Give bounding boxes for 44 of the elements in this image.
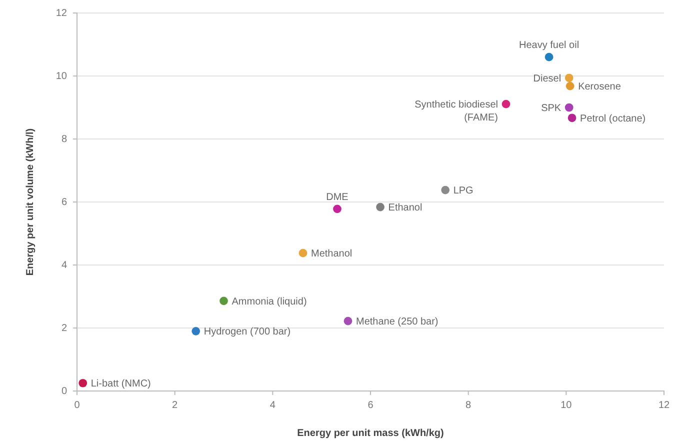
series-label: Methane (250 bar) [356,316,438,328]
x-tick-label: 10 [560,400,572,412]
point [298,248,308,258]
y-tick-label: 2 [61,323,68,334]
y-axis-title: Energy per unit volume (kWh/l) [25,128,36,276]
y-tick-label: 10 [56,71,68,82]
series-label: Methanol [310,248,352,260]
series-label: Petrol (octane) [580,113,646,124]
series-label: Ethanol [388,202,422,214]
series-label: Synthetic biodiesel (FAME) [414,100,498,124]
point [568,114,576,122]
series-label: Kerosene [578,82,622,93]
point [566,82,574,90]
x-tick-label: 0 [74,400,80,412]
x-tick-label: 4 [270,400,276,412]
series-label: DME [326,192,349,203]
point [502,100,510,108]
point [564,103,574,112]
series-label: Li-batt (NMC) [90,378,151,390]
point [344,316,352,326]
point [564,74,574,82]
series-label: LPG [453,186,474,197]
x-tick-label: 12 [658,400,670,412]
point [78,378,88,388]
point [192,326,200,336]
y-tick-label: 12 [56,8,68,20]
x-tick-label: 8 [466,400,472,412]
y-tick-label: 8 [61,134,68,146]
series-label: Heavy fuel oil [519,40,580,52]
series-label: Diesel [533,73,562,84]
series-label: Hydrogen (700 bar) [204,326,291,338]
x-axis-title: Energy per unit mass (kWh/kg) [297,428,444,439]
y-tick-label: 4 [61,260,68,272]
point [441,186,450,194]
y-tick-label: 6 [61,197,68,208]
point [376,202,384,212]
point [544,52,554,62]
series-label: Ammonia (liquid) [232,296,307,308]
x-tick-label: 6 [368,400,374,412]
point [333,204,342,214]
series-label: SPK [541,103,562,114]
y-tick-label: 0 [61,386,68,398]
point [220,296,228,306]
x-tick-label: 2 [172,400,178,412]
